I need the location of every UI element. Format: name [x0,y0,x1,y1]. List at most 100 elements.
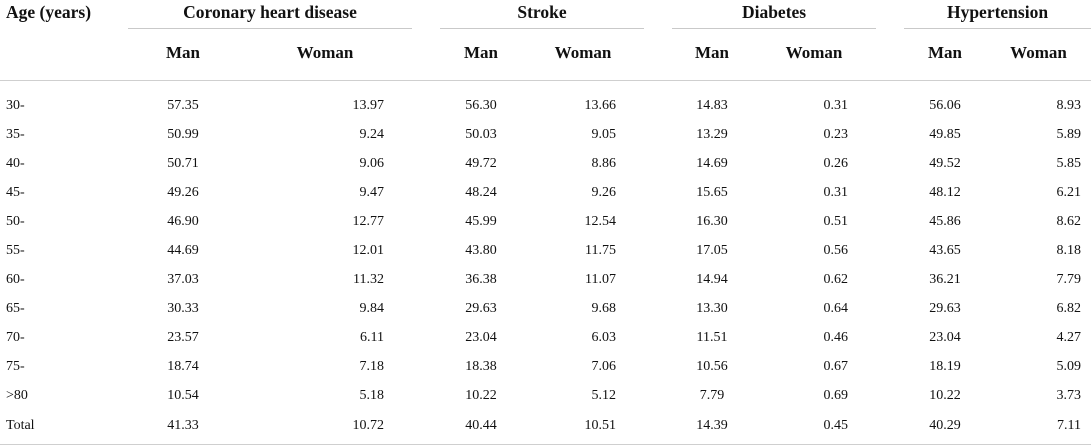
age-group-cell: 30- [6,97,25,113]
cell-hypertension-woman: 7.11 [986,411,1091,446]
table-row: 40- 50.71 9.06 49.72 8.86 14.69 0.26 49.52 5.85 [0,149,1091,178]
cell-diabetes-man: 17.05 [696,243,728,259]
cell-stroke-woman: 7.06 [591,359,617,375]
age-column-header: Age (years) [6,2,92,22]
cell-coronary-woman: 12.77 [352,213,385,229]
column-gap-cell [876,149,904,178]
cell-coronary-man: 46.90 [167,213,199,229]
cell-coronary-man: 44.69 [167,243,199,259]
cell-hypertension-man: 18.19 [929,359,961,375]
group-label-stroke: Stroke [517,2,567,22]
cell-stroke-man: 10.22 [465,388,497,404]
column-gap-cell [412,207,440,236]
cell-stroke-man: 40.44 [440,411,522,446]
column-gap-cell [412,382,440,411]
table-row: 35- 50.99 9.24 50.03 9.05 13.29 0.23 49.85 5.89 [0,120,1091,149]
cell-coronary-man: 50.71 [167,155,199,171]
table-row: Total 41.33 10.72 40.44 10.51 14.39 0.45 40.29 7… [0,411,1091,446]
column-gap-cell [644,353,672,382]
age-group-cell: 40- [6,155,25,171]
age-group-cell: >80 [6,388,28,404]
cell-hypertension-woman: 8.18 [1056,243,1082,259]
subheader-gap [412,30,440,81]
cell-diabetes-man: 14.39 [672,411,753,446]
cell-diabetes-man: 11.51 [696,330,728,346]
group-gap [412,0,440,30]
group-header-row: Age (years) Coronary heart disease Strok… [0,0,1091,30]
sex-header-row: Man Woman Man Woman Man Woman Man Woman [0,30,1091,81]
cell-coronary-man: 57.35 [167,97,199,113]
column-gap-cell [644,266,672,295]
cell-hypertension-man: 23.04 [929,330,961,346]
age-group-cell: 70- [6,330,25,346]
cell-stroke-woman: 11.75 [585,243,617,259]
age-group-cell: 50- [6,213,25,229]
cell-diabetes-woman: 0.67 [823,359,849,375]
cell-diabetes-man: 15.65 [696,184,728,200]
cell-coronary-woman: 9.84 [359,301,385,317]
column-gap-cell [876,120,904,149]
subheader-stroke-woman: Woman [522,30,645,81]
cell-stroke-man: 48.24 [465,184,497,200]
table-body: 30- 57.35 13.97 56.30 13.66 14.83 0.31 56.06 8.9… [0,81,1091,446]
cell-hypertension-woman: 8.62 [1056,213,1082,229]
subheader-stroke-man: Man [440,30,522,81]
cell-diabetes-man: 13.30 [696,301,728,317]
cell-hypertension-man: 40.29 [904,411,987,446]
column-gap-cell [412,178,440,207]
cell-coronary-man: 37.03 [167,272,199,288]
cell-stroke-man: 45.99 [465,213,497,229]
cell-stroke-woman: 9.05 [591,126,617,142]
group-label-coronary: Coronary heart disease [183,2,357,22]
cell-diabetes-man: 10.56 [696,359,728,375]
cell-hypertension-woman: 5.85 [1056,155,1082,171]
cell-diabetes-man: 7.79 [699,388,725,404]
cell-stroke-man: 18.38 [465,359,497,375]
group-header-hypertension: Hypertension [904,0,1091,30]
subheader-coronary-woman: Woman [238,30,412,81]
cell-hypertension-man: 43.65 [929,243,961,259]
cell-stroke-woman: 12.54 [584,213,617,229]
cell-diabetes-man: 14.83 [696,97,728,113]
cell-stroke-woman: 13.66 [584,97,617,113]
cell-diabetes-woman: 0.51 [823,213,849,229]
column-gap-cell [644,120,672,149]
group-underline-stroke [440,28,645,29]
cell-hypertension-woman: 7.79 [1056,272,1082,288]
cell-stroke-woman: 11.07 [585,272,617,288]
cell-hypertension-woman: 6.21 [1056,184,1082,200]
cell-diabetes-man: 14.94 [696,272,728,288]
column-gap-cell [644,411,673,446]
subheader-diabetes-woman: Woman [752,30,877,81]
group-header-stroke: Stroke [440,0,645,30]
column-gap-cell [412,149,440,178]
cell-diabetes-man: 14.69 [696,155,728,171]
subheader-coronary-man: Man [128,30,238,81]
cell-hypertension-woman: 4.27 [1056,330,1082,346]
cell-coronary-woman: 11.32 [353,272,384,288]
cell-hypertension-woman: 5.09 [1056,359,1082,375]
cell-diabetes-woman: 0.45 [752,411,877,446]
column-gap-cell [644,295,672,324]
cell-diabetes-woman: 0.26 [823,155,849,171]
cell-coronary-man: 30.33 [167,301,199,317]
age-group-cell: 60- [6,272,25,288]
cell-diabetes-woman: 0.69 [823,388,849,404]
cell-coronary-man: 10.54 [167,388,199,404]
table-row: 45- 49.26 9.47 48.24 9.26 15.65 0.31 48.12 6.21 [0,178,1091,207]
column-gap-cell [412,295,440,324]
cell-diabetes-woman: 0.23 [823,126,849,142]
cell-hypertension-man: 49.85 [929,126,961,142]
group-underline-hypertension [904,28,1091,29]
cell-coronary-woman: 10.72 [238,411,412,446]
group-label-diabetes: Diabetes [741,2,807,22]
cell-diabetes-woman: 0.62 [823,272,849,288]
cell-hypertension-woman: 3.73 [1056,388,1082,404]
table-row: >80 10.54 5.18 10.22 5.12 7.79 0.69 10.22 3.73 [0,382,1091,411]
table-row: 55- 44.69 12.01 43.80 11.75 17.05 0.56 43.65 8.1… [0,236,1091,265]
table-row: 60- 37.03 11.32 36.38 11.07 14.94 0.62 36.21 7.7… [0,266,1091,295]
column-gap-cell [876,207,904,236]
cell-coronary-man: 41.33 [128,411,238,446]
subheader-gap [644,30,673,81]
